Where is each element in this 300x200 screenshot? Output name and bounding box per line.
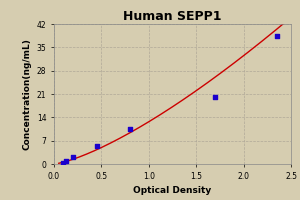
X-axis label: Optical Density: Optical Density	[134, 186, 212, 195]
Point	[128, 127, 132, 131]
Point	[64, 159, 69, 162]
Point	[61, 161, 66, 165]
Point	[70, 156, 75, 159]
Point	[274, 34, 279, 37]
Title: Human SEPP1: Human SEPP1	[123, 10, 222, 23]
Y-axis label: Concentration(ng/mL): Concentration(ng/mL)	[22, 38, 31, 150]
Point	[94, 144, 99, 147]
Point	[213, 96, 218, 99]
